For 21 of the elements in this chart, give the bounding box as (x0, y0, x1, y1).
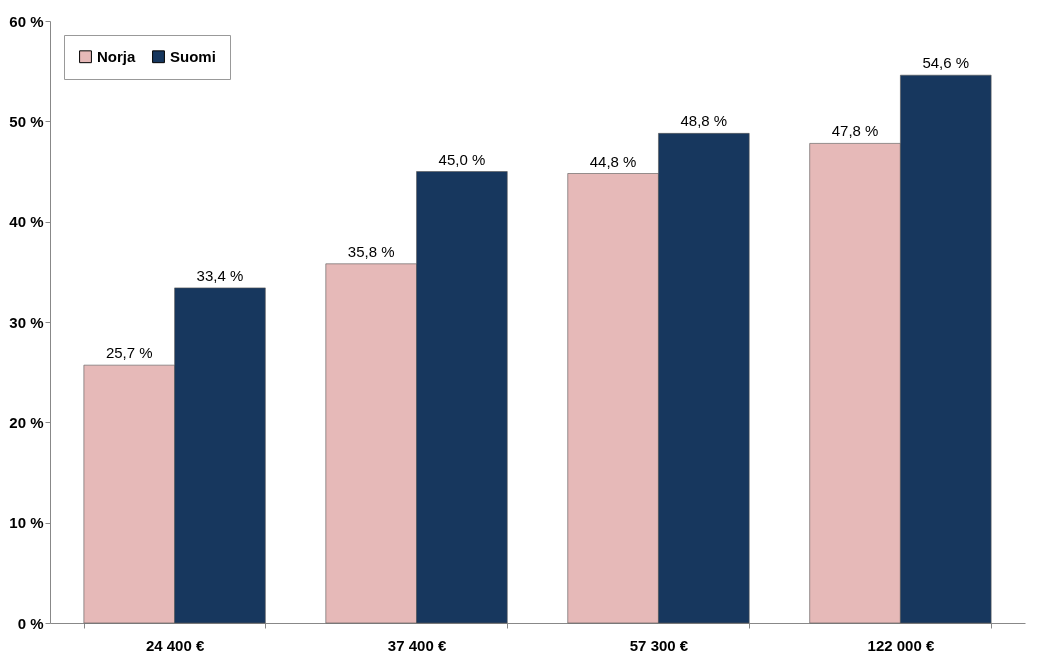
y-tick-label: 0 % (17, 614, 44, 632)
data-label: 25,7 % (105, 344, 153, 362)
y-tick-label: 20 % (9, 413, 44, 431)
y-tick-label: 40 % (9, 213, 44, 231)
y-tick-label: 50 % (9, 112, 44, 130)
data-label: 35,8 % (347, 242, 395, 260)
data-label: 33,4 % (196, 266, 244, 284)
x-tick-label: 24 400 € (145, 636, 205, 654)
x-tick-label: 37 400 € (387, 636, 447, 654)
y-tick-label: 10 % (9, 514, 44, 532)
legend-label: Suomi (170, 47, 216, 65)
y-tick-label: 60 % (9, 12, 44, 30)
x-tick-label: 57 300 € (629, 636, 689, 654)
x-tick-label: 122 000 € (867, 636, 935, 654)
data-label: 47,8 % (831, 122, 879, 140)
legend-label: Norja (97, 47, 136, 65)
data-label: 44,8 % (589, 152, 637, 170)
data-label: 54,6 % (922, 54, 970, 72)
y-tick-label: 30 % (9, 313, 44, 331)
data-label: 45,0 % (438, 150, 486, 168)
data-label: 48,8 % (680, 112, 728, 130)
